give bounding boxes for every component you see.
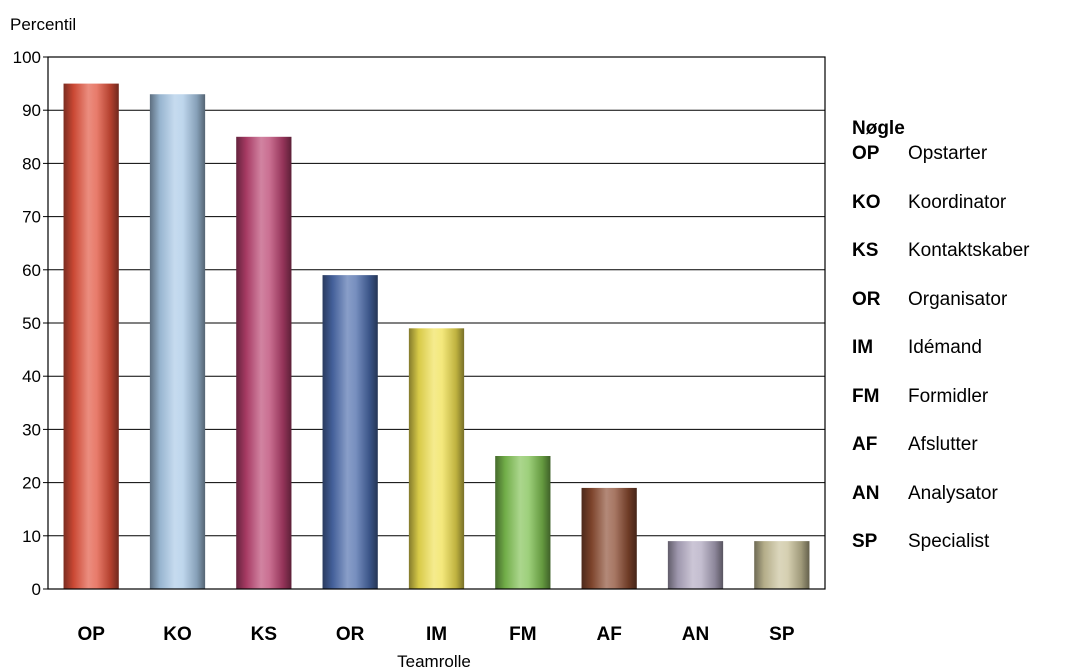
y-tick-label: 60 [22, 261, 41, 280]
x-tick-label: KO [163, 624, 192, 645]
x-tick-labels: OP KO KS OR IM FM AF AN SP [77, 624, 794, 645]
x-tick-label: AF [597, 624, 622, 645]
x-axis-label: Teamrolle [397, 652, 471, 671]
legend-label: Afslutter [908, 434, 978, 455]
legend-label: Koordinator [908, 191, 1007, 213]
x-tick-label: FM [509, 624, 536, 645]
x-tick-label: OP [77, 624, 105, 645]
legend-item-ks: KS Kontaktskaber [852, 240, 1029, 268]
x-tick-label: OR [336, 624, 365, 645]
x-tick-label: AN [682, 624, 709, 645]
y-tick-label: 90 [22, 101, 41, 120]
legend-label: Specialist [908, 531, 990, 552]
plot-frame [47, 56, 826, 590]
legend-code: OR [852, 288, 881, 310]
y-tick-label: 40 [22, 367, 41, 386]
legend-item-op: OP Opstarter [852, 143, 987, 171]
legend: Nøgle OP Opstarter KO Koordinator KS Kontakts… [852, 0, 1066, 672]
y-tick-label: 100 [13, 48, 41, 67]
x-tick-label: SP [769, 624, 795, 645]
legend-item-an: AN Analysator [852, 483, 998, 511]
y-tick-label: 70 [22, 208, 41, 227]
y-tick-label: 0 [32, 580, 41, 599]
legend-code: AN [852, 482, 880, 504]
legend-label: Analysator [908, 482, 998, 504]
bar-an [667, 541, 724, 589]
legend-item-fm: FM Formidler [852, 386, 988, 414]
legend-item-af: AF Afslutter [852, 434, 978, 462]
legend-code: FM [852, 385, 880, 407]
y-tick-label: 20 [22, 474, 41, 493]
bar-sp [754, 541, 810, 589]
legend-label: Organisator [908, 288, 1008, 310]
legend-item-sp: SP Specialist [852, 531, 989, 559]
legend-code: KS [852, 240, 879, 261]
bar-or [322, 275, 378, 589]
x-tick-label: IM [426, 624, 447, 645]
bar-ko [149, 94, 206, 590]
bar-af [581, 487, 637, 589]
legend-label: Idémand [908, 337, 982, 358]
y-tick-label: 80 [22, 154, 41, 173]
legend-code: OP [852, 143, 880, 164]
legend-code: AF [852, 434, 878, 455]
legend-label: Formidler [908, 385, 989, 407]
x-tick-label: KS [251, 624, 277, 645]
legend-code: SP [852, 531, 878, 552]
bars [63, 83, 810, 590]
y-tick-label: 50 [22, 314, 41, 333]
legend-code: IM [852, 337, 874, 358]
legend-label: Opstarter [908, 143, 988, 164]
y-tick-label: 10 [22, 527, 41, 546]
legend-item-or: OR Organisator [852, 289, 1007, 317]
bar-op [63, 83, 119, 589]
legend-item-im: IM Idémand [852, 337, 982, 365]
y-tick-label: 30 [22, 420, 41, 439]
legend-title: Nøgle [852, 118, 905, 139]
bar-fm [495, 456, 551, 589]
bar-im [408, 328, 465, 589]
legend-code: KO [852, 191, 881, 213]
y-axis-label: Percentil [10, 15, 76, 34]
y-tick-labels: 0 10 20 30 40 50 60 70 80 90 100 [13, 48, 41, 599]
legend-label: Kontaktskaber [908, 240, 1030, 261]
bar-ks [236, 136, 292, 590]
legend-item-ko: KO Koordinator [852, 192, 1006, 220]
